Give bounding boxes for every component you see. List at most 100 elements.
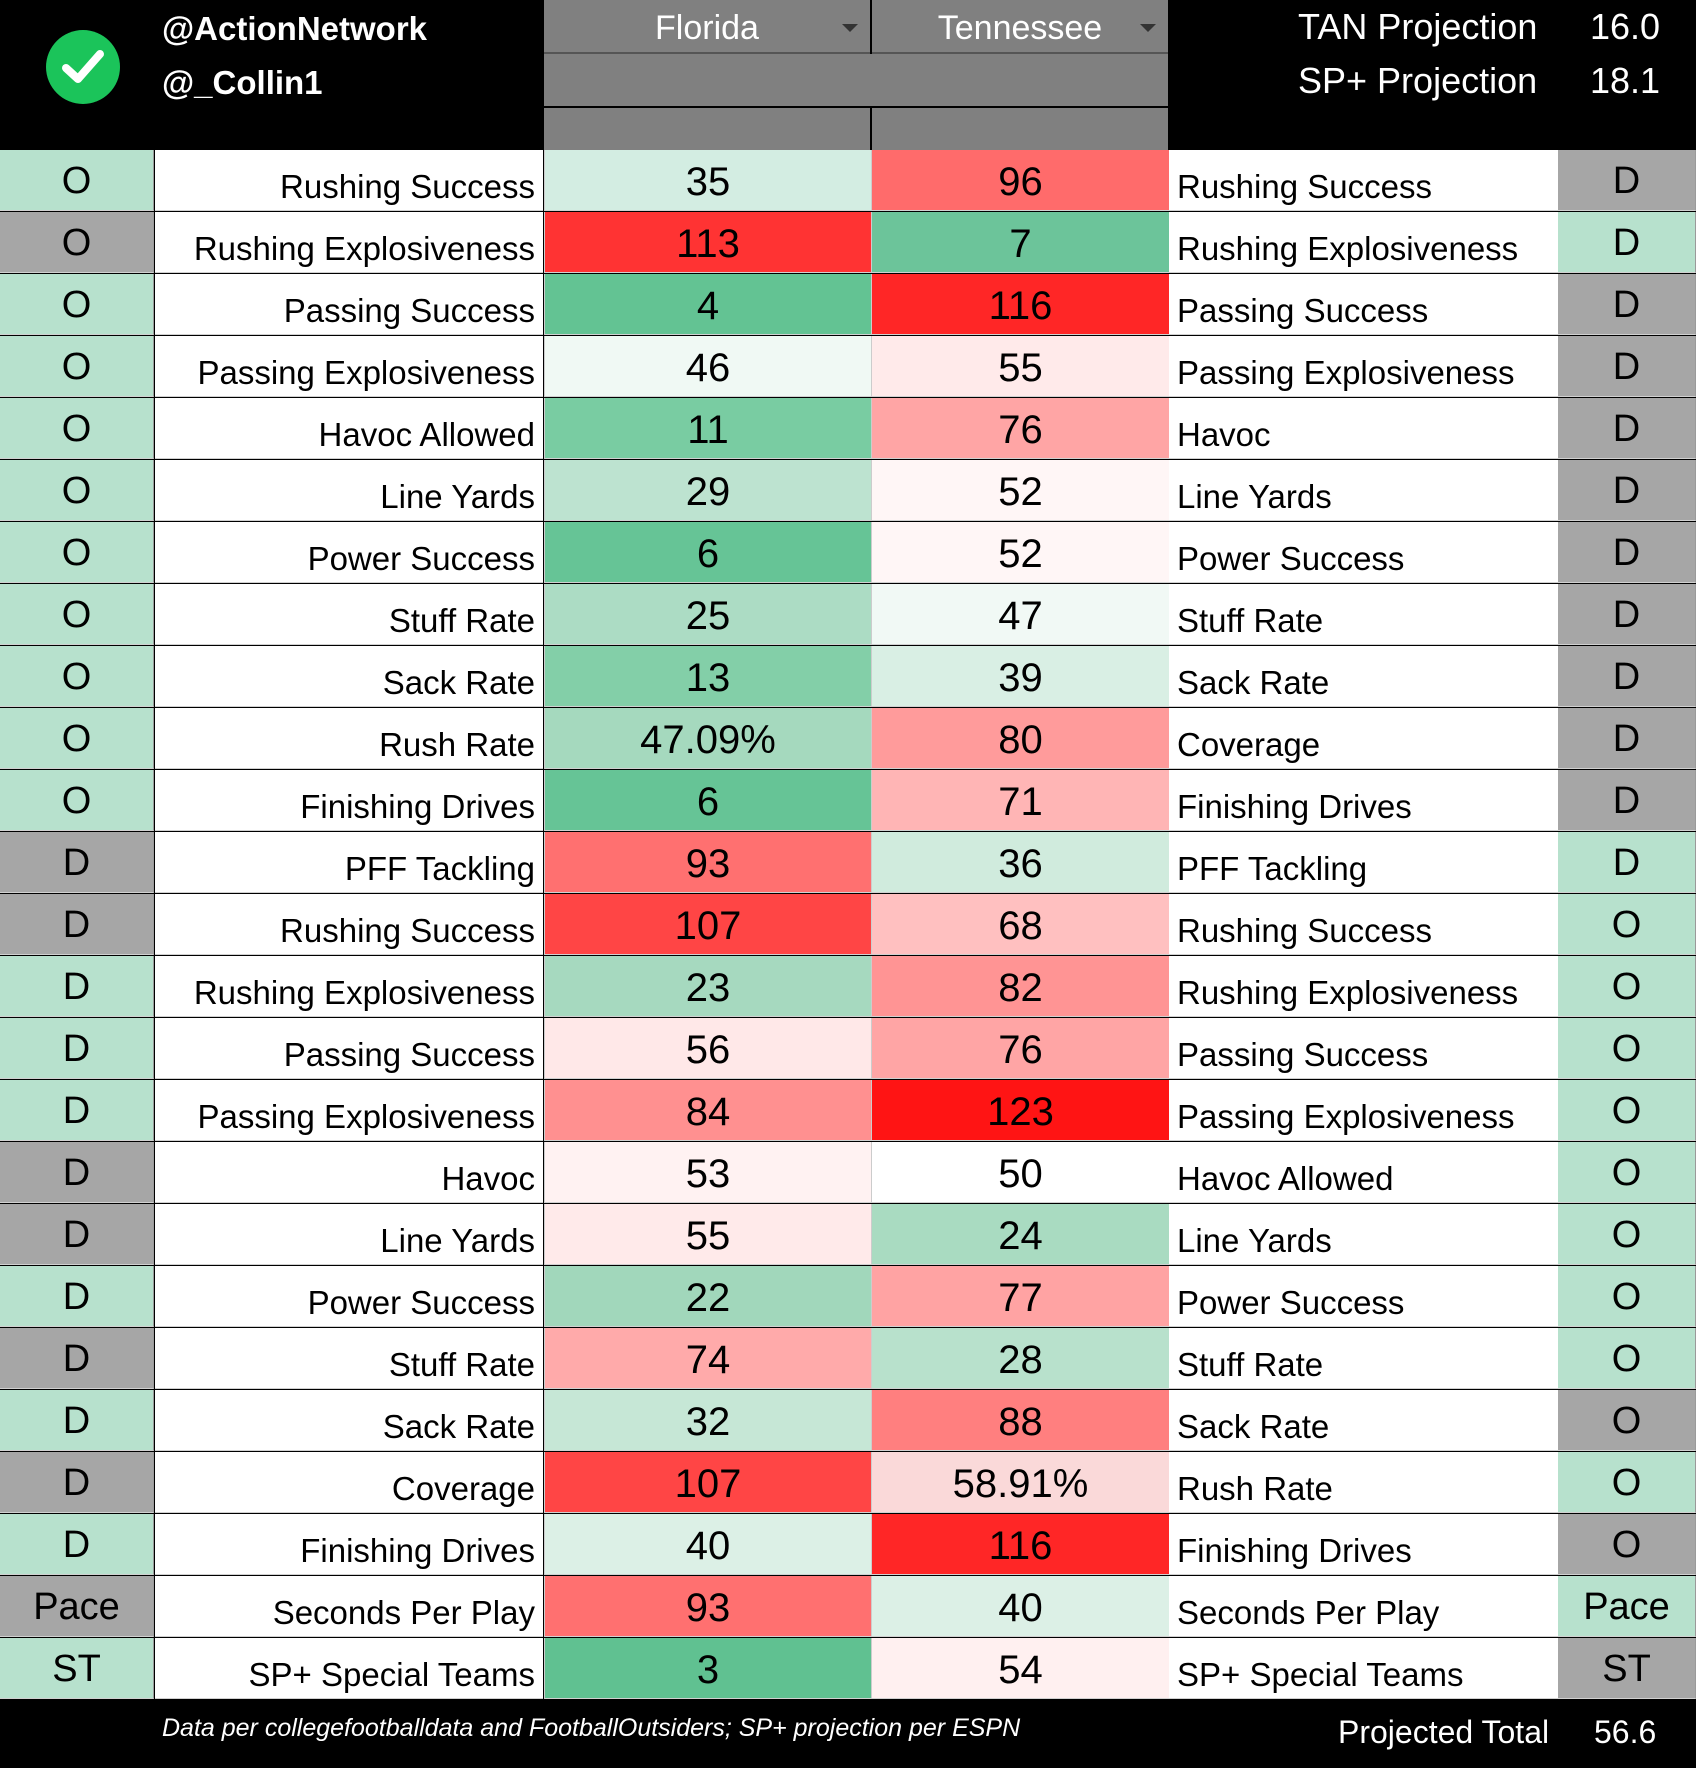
florida-rank-value: 4 (544, 274, 871, 335)
tennessee-rank-value: 54 (871, 1638, 1169, 1699)
florida-rank-value: 47.09% (544, 708, 871, 769)
right-stat-label: Line Yards (1169, 1204, 1558, 1265)
florida-rank-value: 55 (544, 1204, 871, 1265)
projected-total-value: 56.6 (1594, 1714, 1657, 1750)
right-unit-badge: O (1558, 1080, 1696, 1141)
right-stat-label: Rush Rate (1169, 1452, 1558, 1513)
table-row: Pace Seconds Per Play 93 40 Seconds Per Play… (0, 1576, 1696, 1638)
header-gray-band (544, 54, 1168, 106)
right-unit-badge: O (1558, 956, 1696, 1017)
right-unit-badge: D (1558, 212, 1696, 273)
tennessee-rank-value: 96 (871, 150, 1169, 211)
tennessee-rank-value: 76 (871, 398, 1169, 459)
tan-projection-label: TAN Projection (1298, 6, 1538, 47)
left-stat-label: Rushing Explosiveness (155, 212, 543, 273)
left-unit-badge: O (0, 336, 154, 397)
right-unit-badge: O (1558, 1390, 1696, 1451)
sp-projection-label: SP+ Projection (1298, 60, 1538, 101)
projected-total-label: Projected Total (1338, 1714, 1550, 1750)
tennessee-rank-value: 52 (871, 460, 1169, 521)
left-unit-badge: D (0, 1018, 154, 1079)
left-stat-label: Havoc Allowed (155, 398, 543, 459)
table-row: D Passing Explosiveness 84 123 Passing Explo… (0, 1080, 1696, 1142)
left-unit-badge: O (0, 770, 154, 831)
left-stat-label: Rush Rate (155, 708, 543, 769)
florida-rank-value: 35 (544, 150, 871, 211)
right-unit-badge: O (1558, 1204, 1696, 1265)
left-stat-label: Finishing Drives (155, 770, 543, 831)
florida-rank-value: 53 (544, 1142, 871, 1203)
right-stat-label: Power Success (1169, 522, 1558, 583)
left-unit-badge: O (0, 460, 154, 521)
right-stat-label: SP+ Special Teams (1169, 1638, 1558, 1699)
table-row: O Rush Rate 47.09% 80 Coverage D (0, 708, 1696, 770)
table-row: D Coverage 107 58.91% Rush Rate O (0, 1452, 1696, 1514)
right-stat-label: Coverage (1169, 708, 1558, 769)
left-unit-badge: D (0, 1142, 154, 1203)
right-unit-badge: D (1558, 274, 1696, 335)
right-stat-label: Line Yards (1169, 460, 1558, 521)
left-stat-label: Passing Success (155, 274, 543, 335)
florida-rank-value: 6 (544, 770, 871, 831)
table-row: D Havoc 53 50 Havoc Allowed O (0, 1142, 1696, 1204)
right-stat-label: Finishing Drives (1169, 1514, 1558, 1575)
chevron-down-icon (842, 24, 858, 32)
florida-rank-value: 11 (544, 398, 871, 459)
right-stat-label: Sack Rate (1169, 1390, 1558, 1451)
right-unit-badge: D (1558, 832, 1696, 893)
team-select-tennessee[interactable]: Tennessee (872, 0, 1168, 54)
right-unit-badge: D (1558, 460, 1696, 521)
table-row: O Rushing Explosiveness 113 7 Rushing Explos… (0, 212, 1696, 274)
left-unit-badge: D (0, 1390, 154, 1451)
left-stat-label: Finishing Drives (155, 1514, 543, 1575)
team-right-name: Tennessee (937, 9, 1103, 47)
table-row: O Havoc Allowed 11 76 Havoc D (0, 398, 1696, 460)
table-row: O Line Yards 29 52 Line Yards D (0, 460, 1696, 522)
right-unit-badge: ST (1558, 1638, 1696, 1699)
tennessee-rank-value: 76 (871, 1018, 1169, 1079)
right-stat-label: Havoc (1169, 398, 1558, 459)
left-stat-label: Sack Rate (155, 1390, 543, 1451)
right-unit-badge: D (1558, 336, 1696, 397)
handle-action-network: @ActionNetwork (162, 10, 428, 47)
tennessee-rank-value: 68 (871, 894, 1169, 955)
right-stat-label: PFF Tackling (1169, 832, 1558, 893)
right-stat-label: Rushing Explosiveness (1169, 212, 1558, 273)
florida-rank-value: 22 (544, 1266, 871, 1327)
florida-rank-value: 13 (544, 646, 871, 707)
footer-bar: Data per collegefootballdata and Footbal… (0, 1700, 1696, 1768)
tennessee-rank-value: 82 (871, 956, 1169, 1017)
florida-rank-value: 93 (544, 1576, 871, 1637)
team-select-florida[interactable]: Florida (544, 0, 870, 54)
tennessee-rank-value: 28 (871, 1328, 1169, 1389)
right-unit-badge: D (1558, 150, 1696, 211)
table-row: O Passing Explosiveness 46 55 Passing Explos… (0, 336, 1696, 398)
left-unit-badge: D (0, 1514, 154, 1575)
table-row: D Finishing Drives 40 116 Finishing Drives O (0, 1514, 1696, 1576)
right-stat-label: Passing Explosiveness (1169, 336, 1558, 397)
table-row: O Rushing Success 35 96 Rushing Success D (0, 150, 1696, 212)
header-bar: @ActionNetwork @_Collin1 Florida Tenness… (0, 0, 1696, 150)
left-stat-label: Coverage (155, 1452, 543, 1513)
source-note: Data per collegefootballdata and Footbal… (162, 1714, 1021, 1742)
right-stat-label: Passing Explosiveness (1169, 1080, 1558, 1141)
table-row: O Stuff Rate 25 47 Stuff Rate D (0, 584, 1696, 646)
right-stat-label: Finishing Drives (1169, 770, 1558, 831)
table-row: D Power Success 22 77 Power Success O (0, 1266, 1696, 1328)
right-unit-badge: O (1558, 1266, 1696, 1327)
tan-projection-value: 16.0 (1590, 6, 1661, 47)
florida-rank-value: 107 (544, 894, 871, 955)
right-stat-label: Havoc Allowed (1169, 1142, 1558, 1203)
table-row: D Rushing Explosiveness 23 82 Rushing Explos… (0, 956, 1696, 1018)
left-unit-badge: O (0, 150, 154, 211)
tennessee-rank-value: 71 (871, 770, 1169, 831)
tennessee-rank-value: 52 (871, 522, 1169, 583)
check-circle-icon (46, 30, 120, 104)
sp-projection-value: 18.1 (1590, 60, 1661, 101)
florida-rank-value: 23 (544, 956, 871, 1017)
left-stat-label: Line Yards (155, 460, 543, 521)
florida-rank-value: 56 (544, 1018, 871, 1079)
left-unit-badge: O (0, 212, 154, 273)
right-unit-badge: Pace (1558, 1576, 1696, 1637)
